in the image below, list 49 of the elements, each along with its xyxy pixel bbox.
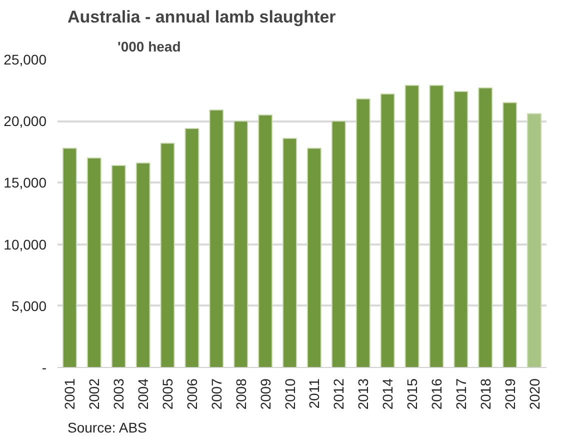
bar bbox=[429, 84, 444, 368]
y-axis-title: '000 head bbox=[118, 38, 181, 54]
bar bbox=[111, 164, 126, 368]
x-tick-label: 2020 bbox=[526, 378, 542, 410]
bar bbox=[282, 138, 297, 368]
bar bbox=[307, 148, 322, 368]
x-tick-label: 2003 bbox=[110, 378, 127, 410]
x-tick-label: 2018 bbox=[477, 378, 494, 410]
bar bbox=[454, 91, 468, 368]
bar bbox=[209, 110, 224, 368]
bar bbox=[184, 128, 200, 368]
bar bbox=[527, 113, 542, 368]
x-tick-label: 2013 bbox=[355, 378, 372, 410]
x-tick-label: 2016 bbox=[428, 378, 444, 410]
y-tick-label: 10,000 bbox=[4, 236, 47, 252]
y-tick-label: - bbox=[42, 360, 47, 376]
bar bbox=[380, 93, 395, 368]
chart-title: Australia - annual lamb slaughter bbox=[68, 8, 336, 26]
y-tick-label: 25,000 bbox=[4, 52, 47, 68]
x-tick-label: 2017 bbox=[452, 378, 469, 410]
bar bbox=[62, 148, 77, 368]
x-tick-label: 2001 bbox=[62, 378, 78, 410]
x-tick-label: 2014 bbox=[380, 378, 396, 410]
x-tick-label: 2008 bbox=[232, 378, 249, 410]
x-tick-label: 2007 bbox=[208, 378, 224, 410]
bar bbox=[356, 98, 370, 368]
bar bbox=[86, 158, 102, 368]
x-tick-label: 2002 bbox=[86, 378, 102, 410]
source-note: Source: ABS bbox=[68, 420, 147, 436]
y-tick-label: 20,000 bbox=[4, 113, 47, 130]
x-tick-label: 2010 bbox=[282, 378, 298, 410]
bar bbox=[478, 87, 493, 368]
x-tick-label: 2011 bbox=[306, 378, 322, 409]
bar bbox=[331, 120, 346, 368]
x-tick-label: 2012 bbox=[330, 378, 347, 410]
x-tick-label: 2004 bbox=[135, 378, 152, 410]
x-tick-label: 2005 bbox=[160, 378, 176, 410]
x-tick-label: 2009 bbox=[257, 378, 274, 410]
bar bbox=[404, 84, 420, 368]
y-tick-label: 15,000 bbox=[4, 174, 47, 191]
x-tick-label: 2019 bbox=[502, 378, 518, 410]
y-tick-label: 5,000 bbox=[11, 298, 47, 314]
bar bbox=[502, 102, 518, 368]
bar bbox=[258, 114, 273, 368]
bar bbox=[136, 162, 150, 368]
x-tick-label: 2015 bbox=[404, 378, 420, 410]
bar bbox=[160, 142, 175, 368]
x-tick-label: 2006 bbox=[184, 378, 200, 410]
bar bbox=[234, 120, 248, 368]
